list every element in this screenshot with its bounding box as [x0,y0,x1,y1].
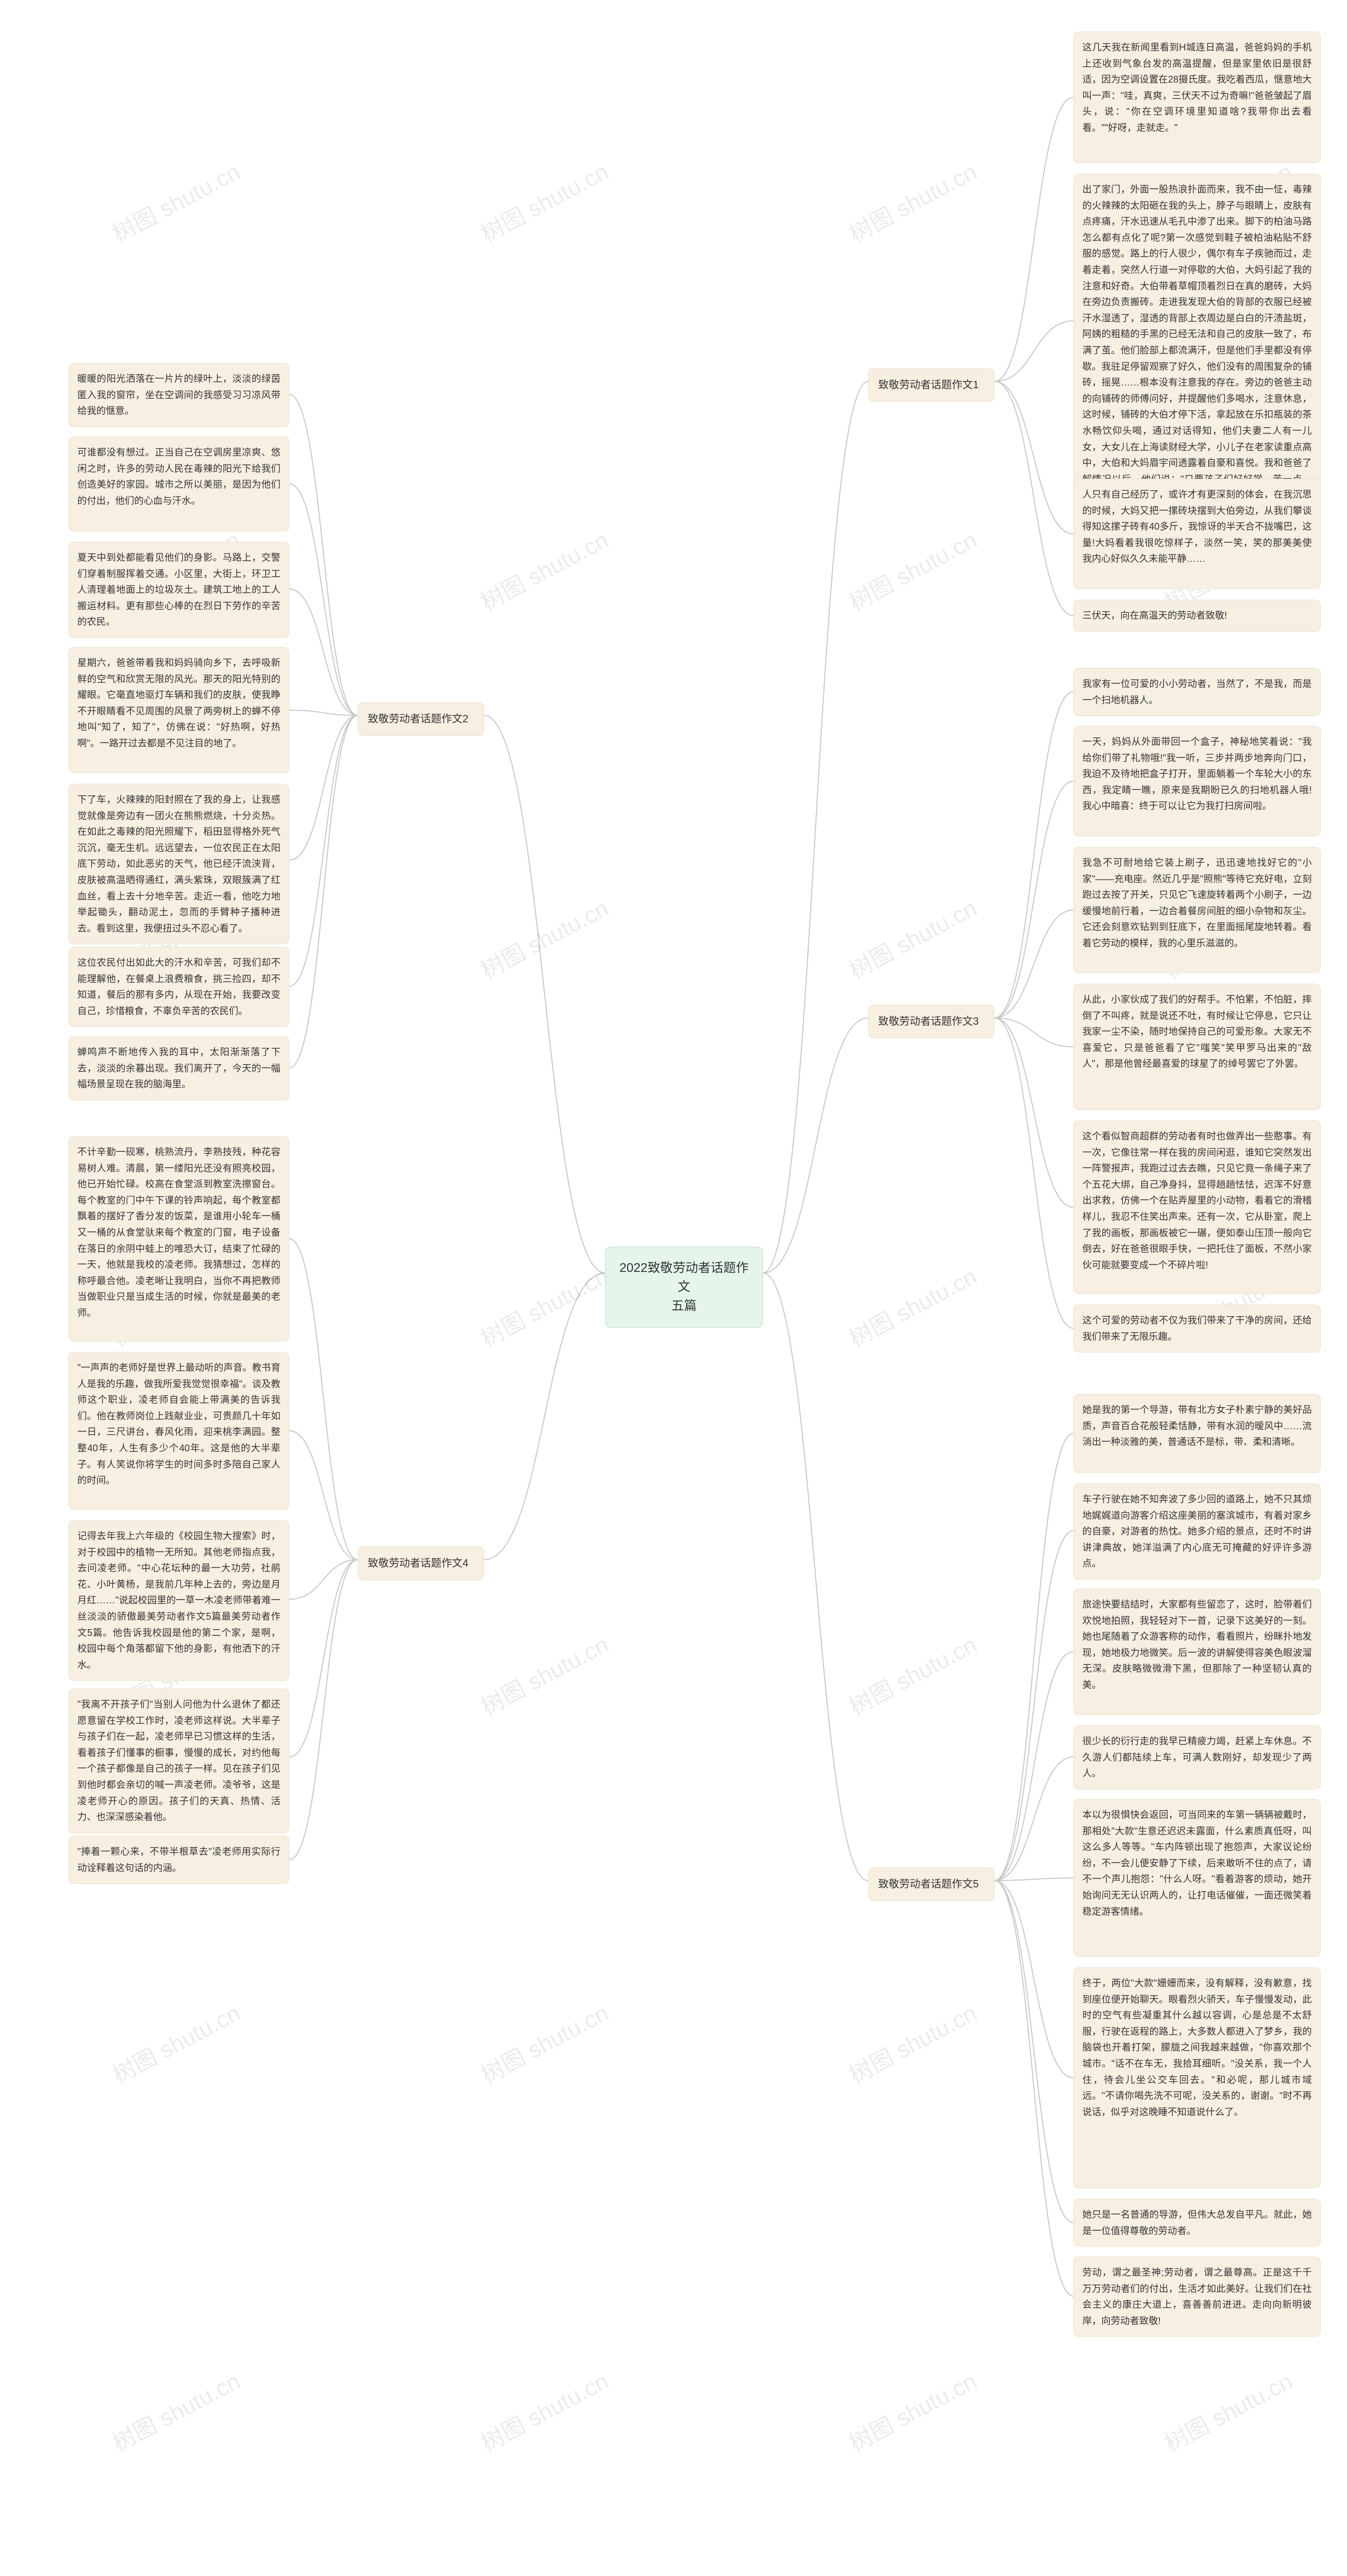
branch-3-leaf-1: 我家有一位可爱的小小劳动者，当然了，不是我，而是一个扫地机器人。 [1073,668,1321,716]
branch-3-leaf-2: 一天，妈妈从外面带回一个盒子，神秘地笑着说："我给你们带了礼物哦!"我一听，三步… [1073,726,1321,836]
branch-3-leaf-5: 这个看似智商超群的劳动者有时也做弄出一些憨事。有一次，它像往常一样在我的房间闲逛… [1073,1120,1321,1294]
watermark: 树图 shutu.cn [842,153,982,249]
watermark: 树图 shutu.cn [474,2362,614,2458]
watermark: 树图 shutu.cn [474,521,614,617]
branch-3-leaf-3: 我急不可耐地给它装上刷子，迅迅速地找好它的"小家"——充电座。然近几乎是"照熊"… [1073,847,1321,973]
branch-2-leaf-2: 可谁都没有想过。正当自己在空调房里凉爽、悠闲之时，许多的劳动人民在毒辣的阳光下给… [68,437,289,531]
branch-4: 致敬劳动者话题作文4 [358,1547,484,1580]
branch-2-leaf-6: 这位农民付出如此大的汗水和辛苦，可我们却不能理解他，在餐桌上浪费粮食，挑三捡四，… [68,947,289,1027]
watermark: 树图 shutu.cn [474,1626,614,1722]
branch-5-leaf-5: 本以为很惧快会返回，可当同来的车第一辆辆被戴时，那相处"大款"生意还迟迟未露面，… [1073,1799,1321,1957]
branch-4-leaf-1: 不计辛勤一砚寒，桃熟流丹，李熟技残，种花容易树人难。清晨，第一缕阳光还没有照亮校… [68,1136,289,1341]
branch-1-leaf-1: 这几天我在新闻里看到H城连日高温，爸爸妈妈的手机上还收到气象台发的高温提醒，但是… [1073,32,1321,163]
branch-4-leaf-3: 记得去年我上六年级的《校园生物大搜索》时，对于校园中的植物一无所知。其他老师指点… [68,1520,289,1681]
watermark: 树图 shutu.cn [106,1994,245,2090]
branch-5: 致敬劳动者话题作文5 [868,1867,994,1901]
branch-2: 致敬劳动者话题作文2 [358,702,484,736]
branch-2-leaf-5: 下了车，火辣辣的阳封照在了我的身上，让我感觉就像是旁边有一团火在熊熊燃烧，十分炎… [68,784,289,944]
watermark: 树图 shutu.cn [1158,2362,1298,2458]
watermark: 树图 shutu.cn [842,2362,982,2458]
mindmap-root: 2022致敬劳动者话题作文五篇 [605,1247,763,1328]
branch-5-leaf-6: 终于，两位"大款"姗姗而来，没有解释，没有歉意，找到座位便开始聊天。眼看烈火骄天… [1073,1967,1321,2188]
branch-2-leaf-3: 夏天中到处都能看见他们的身影。马路上，交警们穿着制服挥着交通。小区里，大街上，环… [68,542,289,638]
watermark: 树图 shutu.cn [474,1994,614,2090]
branch-2-leaf-4: 星期六，爸爸带着我和妈妈骑向乡下，去呼吸新鲜的空气和欣赏无限的风光。那天的阳光特… [68,647,289,773]
branch-5-leaf-7: 她只是一名普通的导游，但伟大总发自平凡。就此，她是一位值得尊敬的劳动者。 [1073,2199,1321,2247]
branch-5-leaf-8: 劳动，谓之最圣神;劳动者，谓之最尊高。正是这千千万万劳动者们的付出，生活才如此美… [1073,2257,1321,2337]
watermark: 树图 shutu.cn [474,1258,614,1353]
branch-3-leaf-6: 这个可爱的劳动者不仅为我们带来了干净的房间，还给我们带来了无限乐趣。 [1073,1305,1321,1352]
watermark: 树图 shutu.cn [842,521,982,617]
branch-5-leaf-1: 她是我的第一个导游，带有北方女子朴素宁静的美好品质，声音百合花般轻柔恬静，带有水… [1073,1394,1321,1473]
branch-5-leaf-3: 旅途快要结结时，大家都有些留恋了，这时，脸带着们欢悦地拍照，我轻轻对下一首，记录… [1073,1589,1321,1715]
watermark: 树图 shutu.cn [842,1626,982,1722]
watermark: 树图 shutu.cn [106,2362,245,2458]
branch-5-leaf-2: 车子行驶在她不知奔波了多少回的道路上，她不只其烦地娓娓道向游客介绍这座美丽的塞滨… [1073,1483,1321,1580]
branch-2-leaf-7: 蝉鸣声不断地传入我的耳中，太阳渐渐落了下去，淡淡的余暮出现。我们离开了，今天的一… [68,1036,289,1100]
branch-4-leaf-4: "我离不开孩子们"当别人问他为什么退休了都还愿意留在学校工作时，凌老师这样说。大… [68,1689,289,1833]
watermark: 树图 shutu.cn [842,890,982,985]
watermark: 树图 shutu.cn [474,890,614,985]
branch-3-leaf-4: 从此，小家伙成了我们的好帮手。不怕累，不怕脏，摔倒了不叫疼，就是说还不吐，有时候… [1073,984,1321,1110]
watermark: 树图 shutu.cn [842,1258,982,1353]
watermark: 树图 shutu.cn [474,153,614,249]
branch-4-leaf-2: "一声声的老师好是世界上最动听的声音。教书育人是我的乐趣，做我所爱我觉觉很幸福"… [68,1352,289,1510]
branch-2-leaf-1: 暖暖的阳光洒落在一片片的绿叶上，淡淡的绿茵匿入我的窗帘，坐在空调间的我感受习习凉… [68,363,289,427]
branch-1: 致敬劳动者话题作文1 [868,368,994,402]
branch-1-leaf-3: 人只有自己经历了，或许才有更深刻的体会，在我沉思的时候，大妈又把一摞砖块摆到大伯… [1073,479,1321,589]
branch-5-leaf-4: 很少长的衍行走的我早已精疲力竭，赶紧上车休息。不久游人们都陆续上车，可满人数刚好… [1073,1725,1321,1790]
watermark: 树图 shutu.cn [106,153,245,249]
branch-3: 致敬劳动者话题作文3 [868,1005,994,1038]
branch-4-leaf-5: "捧着一颗心来，不带半根草去"凌老师用实际行动诠释着这句话的内涵。 [68,1836,289,1884]
watermark: 树图 shutu.cn [842,1994,982,2090]
branch-1-leaf-4: 三伏天，向在高温天的劳动者致敬! [1073,600,1321,632]
